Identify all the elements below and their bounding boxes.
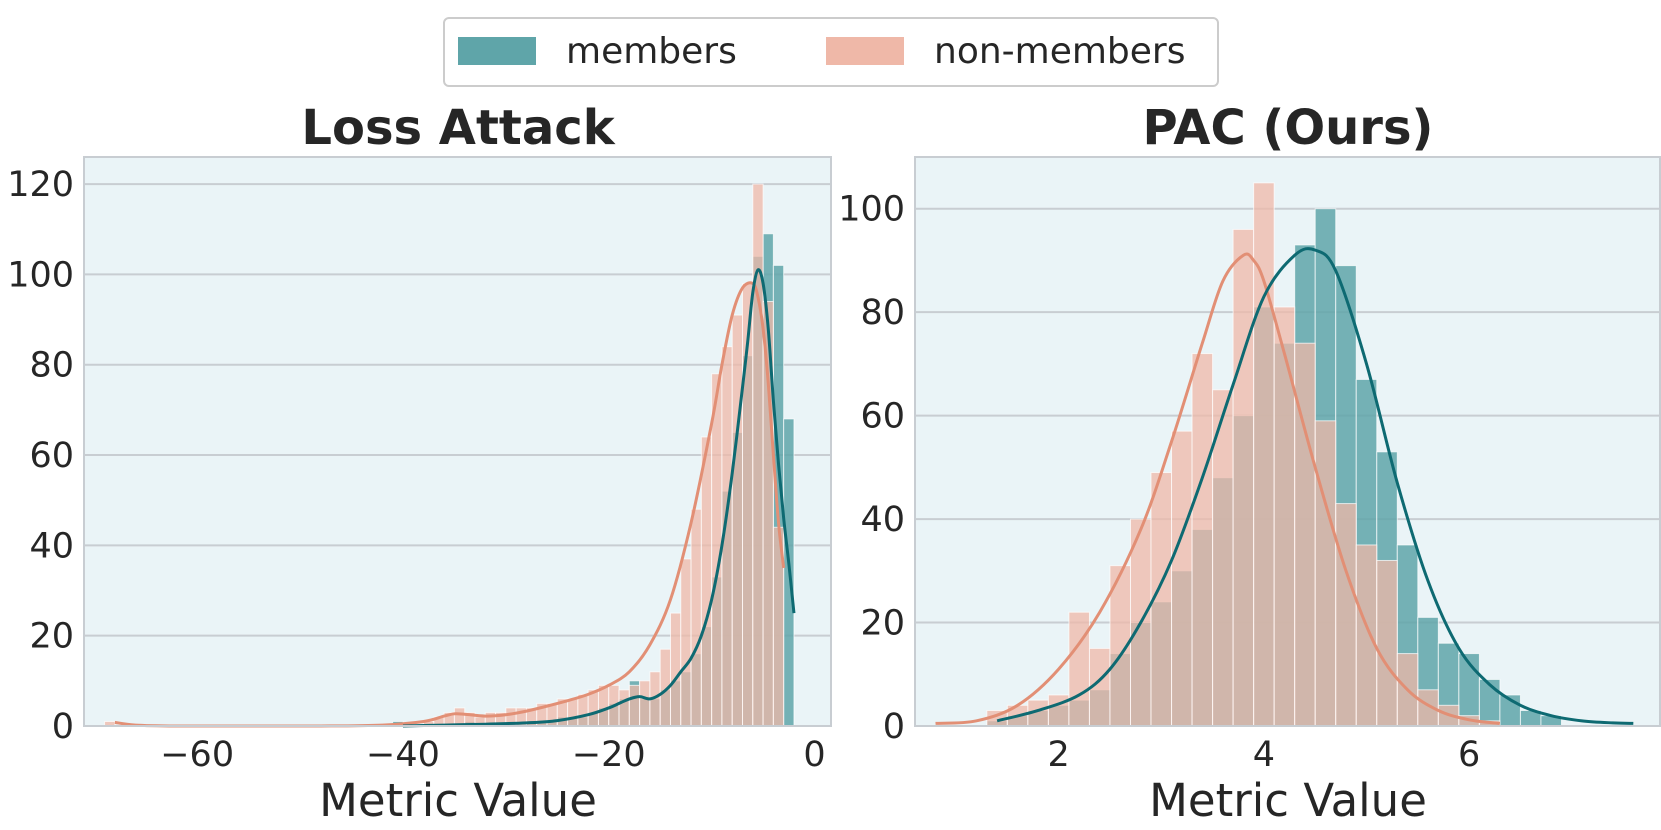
pac-non-members-bar-19: [1376, 559, 1398, 727]
loss-attack-x-tick-labels: −60 −40 −20 0: [160, 735, 825, 775]
loss-attack-x-axis-label: Metric Value: [319, 774, 597, 827]
loss-attack-non-members-bar-61: [731, 314, 744, 727]
pac-non-members-bar-14: [1273, 306, 1296, 727]
loss-attack-title: Loss Attack: [301, 100, 615, 156]
legend-label-non-members: non-members: [934, 31, 1186, 72]
loss-attack-y-tick-5: 100: [7, 255, 74, 295]
loss-attack-x-tick-1: −40: [366, 735, 440, 775]
pac-non-members-bar-12: [1232, 228, 1255, 727]
pac-title: PAC (Ours): [1143, 100, 1434, 156]
pac-panel: PAC (Ours) 0 20 40 60 80 100 2 4 6 Metric Value: [838, 100, 1661, 827]
loss-attack-non-members-bar-63: [752, 183, 764, 727]
loss-attack-x-tick-3: 0: [803, 735, 825, 775]
loss-attack-non-members-bar-58: [700, 436, 713, 727]
loss-attack-non-members-bar-55: [669, 612, 682, 727]
loss-attack-non-members-bar-51: [628, 684, 641, 727]
loss-attack-non-members-bar-48: [597, 684, 610, 727]
pac-y-tick-4: 80: [860, 293, 905, 333]
loss-attack-y-tick-1: 20: [29, 617, 74, 657]
loss-attack-y-tick-3: 60: [29, 436, 74, 476]
loss-attack-y-tick-6: 120: [7, 165, 74, 205]
loss-attack-y-tick-0: 0: [52, 707, 74, 747]
loss-attack-plot-frame: [83, 156, 832, 727]
pac-kde-curves: [935, 247, 1634, 725]
loss-attack-y-tick-2: 40: [29, 526, 74, 566]
pac-non-members-kde-line: [935, 252, 1501, 725]
pac-x-tick-2: 6: [1458, 735, 1480, 775]
pac-non-members-bar-9: [1171, 430, 1193, 727]
loss-attack-y-tick-labels: 0 20 40 60 80 100 120: [7, 165, 74, 747]
pac-y-tick-3: 60: [860, 397, 905, 437]
loss-attack-non-members-bar-57: [690, 508, 702, 727]
loss-attack-x-tick-0: −60: [160, 735, 234, 775]
legend: members non-members: [443, 17, 1219, 87]
pac-x-tick-1: 4: [1253, 735, 1275, 775]
loss-attack-non-members-bar-56: [680, 558, 692, 727]
pac-x-axis-label: Metric Value: [1149, 774, 1427, 827]
legend-label-members: members: [566, 31, 737, 72]
pac-non-members-bar-18: [1355, 544, 1378, 727]
loss-attack-x-tick-2: −20: [572, 735, 646, 775]
loss-attack-non-members-bar-45: [567, 698, 579, 727]
loss-attack-non-members-bar-52: [639, 680, 651, 727]
pac-y-tick-5: 100: [838, 190, 905, 230]
loss-attack-non-members-bars: [104, 183, 785, 727]
pac-non-members-bar-10: [1191, 353, 1214, 727]
legend-swatch-members: [458, 37, 536, 65]
pac-non-members-bar-17: [1335, 503, 1357, 727]
pac-y-tick-labels: 0 20 40 60 80 100: [838, 190, 905, 747]
loss-attack-non-members-bar-46: [577, 693, 589, 727]
pac-plot-frame: [914, 156, 1661, 727]
pac-y-tick-1: 20: [860, 604, 905, 644]
pac-y-tick-2: 40: [860, 500, 905, 540]
pac-x-tick-labels: 2 4 6: [1048, 735, 1481, 775]
loss-attack-members-kde-line: [402, 268, 796, 728]
pac-members-kde-line: [996, 247, 1634, 725]
pac-non-members-bar-4: [1068, 611, 1090, 727]
pac-non-members-bar-16: [1314, 420, 1337, 727]
loss-attack-panel: Loss Attack 0 20 40 60 80 100 120 −60 −40 −20 0 M…: [7, 100, 832, 827]
pac-x-tick-0: 2: [1048, 735, 1070, 775]
loss-attack-non-members-bar-50: [618, 689, 630, 727]
loss-attack-y-tick-4: 80: [29, 346, 74, 386]
legend-swatch-non-members: [826, 37, 904, 65]
pac-y-tick-0: 0: [883, 707, 905, 747]
